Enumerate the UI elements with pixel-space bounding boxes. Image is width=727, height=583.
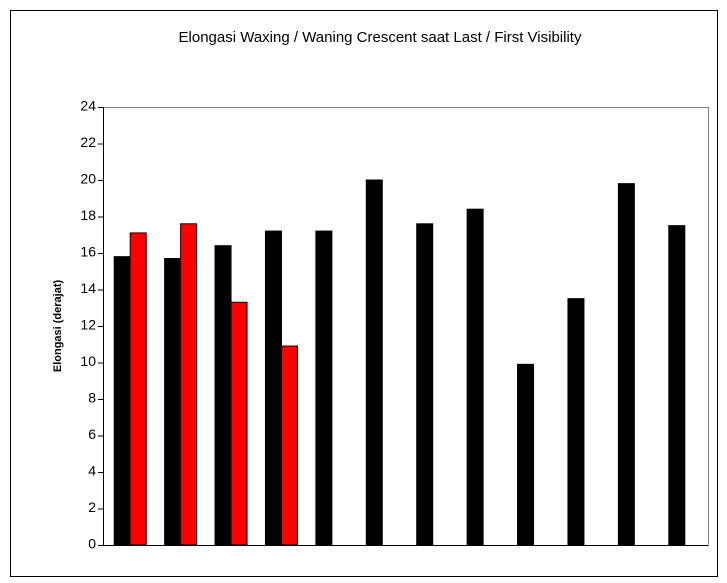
y-tick-label: 20 bbox=[80, 171, 96, 187]
y-tick-label: 6 bbox=[88, 426, 96, 442]
y-tick-label: 24 bbox=[80, 98, 96, 114]
bar bbox=[315, 230, 333, 546]
bar bbox=[113, 256, 131, 546]
plot-area bbox=[103, 107, 709, 546]
y-tick-label: 10 bbox=[80, 353, 96, 369]
bar bbox=[416, 223, 434, 546]
y-tick-label: 2 bbox=[88, 499, 96, 515]
bar bbox=[517, 363, 535, 546]
chart-title: Elongasi Waxing / Waning Crescent saat L… bbox=[179, 29, 582, 46]
bar bbox=[466, 208, 484, 546]
y-tick-label: 8 bbox=[88, 390, 96, 406]
bar bbox=[280, 345, 298, 546]
y-tick-label: 14 bbox=[80, 280, 96, 296]
bar bbox=[164, 257, 182, 546]
y-tick-label: 16 bbox=[80, 244, 96, 260]
y-tick-label: 22 bbox=[80, 134, 96, 150]
y-tick-label: 18 bbox=[80, 207, 96, 223]
bar bbox=[129, 232, 147, 546]
y-tick-label: 12 bbox=[80, 317, 96, 333]
bar bbox=[180, 223, 198, 546]
bar bbox=[230, 301, 248, 546]
bar bbox=[567, 298, 585, 546]
bar bbox=[365, 179, 383, 546]
bar bbox=[264, 230, 282, 546]
y-tick-label: 4 bbox=[88, 463, 96, 479]
bar bbox=[617, 183, 635, 546]
bar bbox=[214, 245, 232, 546]
bar bbox=[668, 225, 686, 546]
y-tick-label: 0 bbox=[88, 536, 96, 552]
y-axis-label: Elongasi (derajat) bbox=[52, 280, 64, 373]
